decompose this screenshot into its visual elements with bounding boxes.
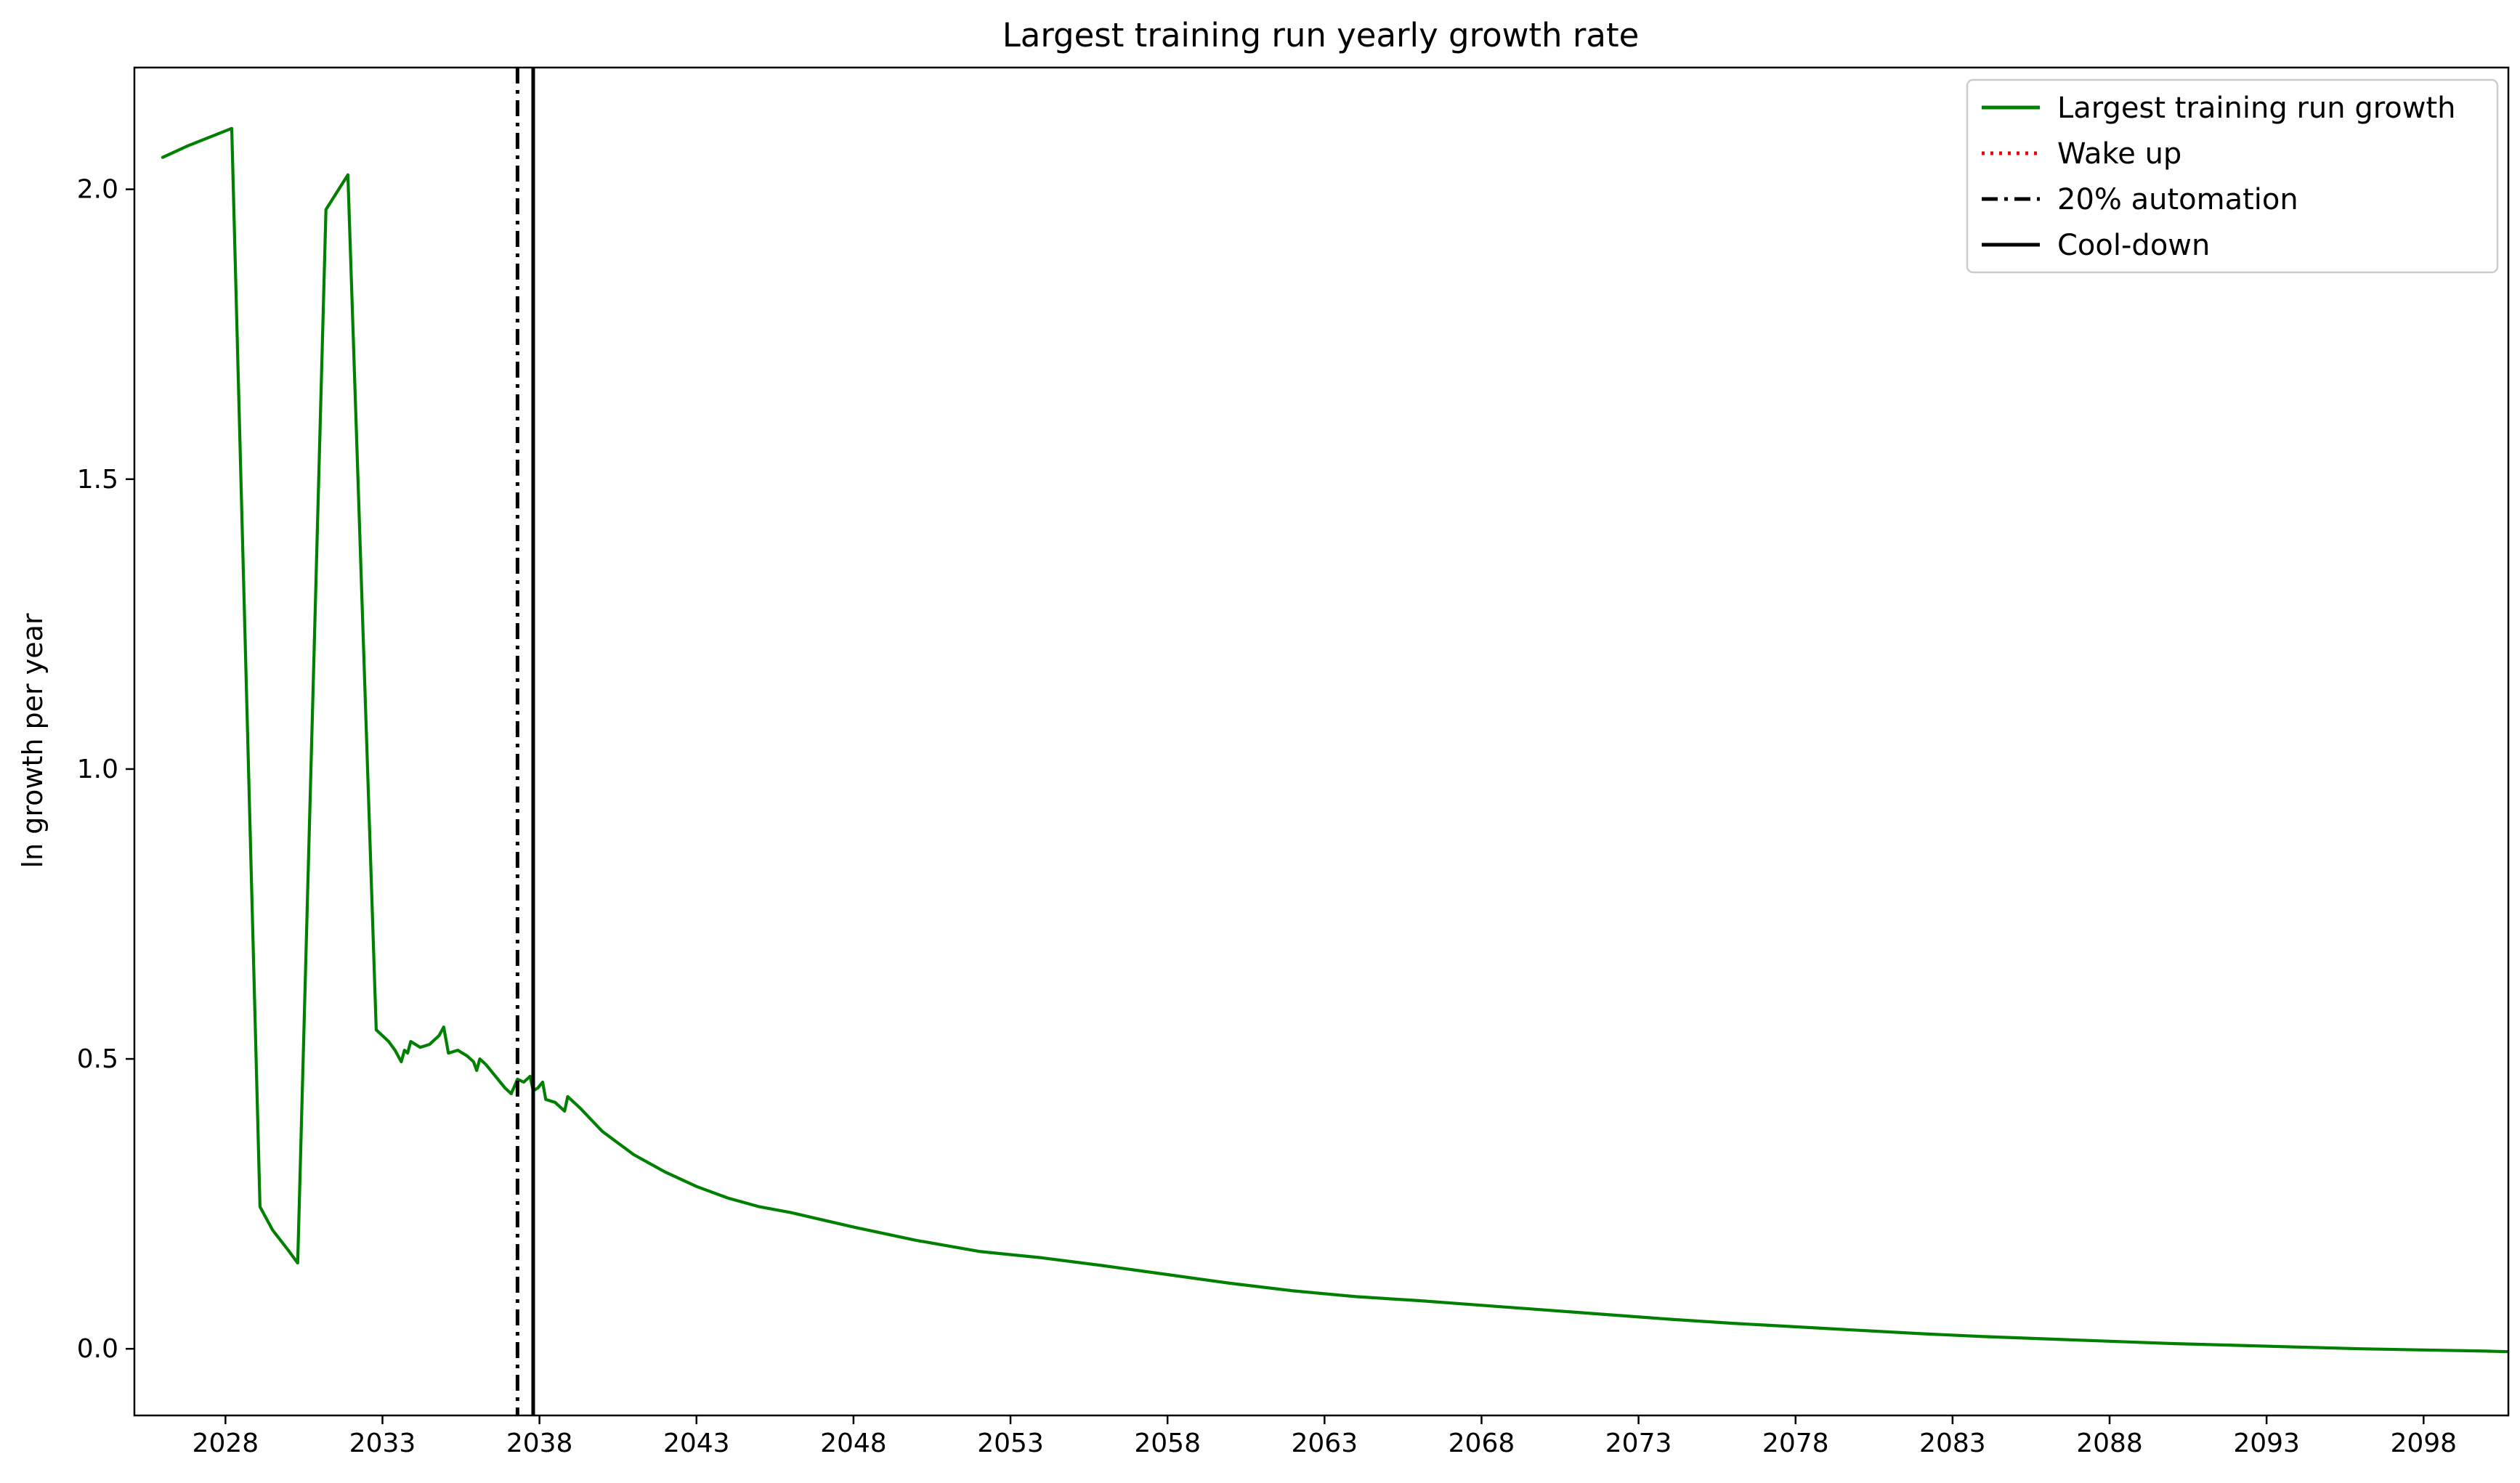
y-tick-label: 1.5	[77, 465, 118, 495]
legend-item-training-run-growth-label: Largest training run growth	[2057, 92, 2456, 125]
x-tick-label: 2068	[1449, 1429, 1515, 1458]
marker-lines-layer	[515, 68, 535, 1415]
x-axis: 2028 2033 2038 2043 2048 2053 2058 2063 2068 2073…	[193, 1415, 2457, 1458]
plot-area-frame	[133, 66, 2510, 1417]
x-tick-label: 2058	[1134, 1429, 1201, 1458]
y-axis-title: ln growth per year	[17, 613, 49, 868]
x-tick-label: 2088	[2076, 1429, 2143, 1458]
x-tick-label: 2038	[506, 1429, 573, 1458]
legend: Largest training run growth Wake up 20% au…	[1966, 78, 2499, 274]
series-layer	[161, 126, 2508, 1354]
x-tick-label: 2098	[2390, 1429, 2457, 1458]
x-tick-label: 2083	[1919, 1429, 1986, 1458]
x-tick-label: 2043	[663, 1429, 730, 1458]
y-axis: 0.0 0.5 1.0 1.5 2.0	[77, 175, 134, 1364]
x-tick-label: 2073	[1605, 1429, 1672, 1458]
y-tick-label: 2.0	[77, 175, 118, 205]
legend-item-cool-down-label: Cool-down	[2057, 229, 2210, 262]
legend-item-20-automation-label: 20% automation	[2057, 183, 2298, 216]
x-tick-label: 2048	[820, 1429, 887, 1458]
chart-title: Largest training run yearly growth rate	[1002, 16, 1640, 54]
x-tick-label: 2078	[1762, 1429, 1829, 1458]
y-tick-label: 1.0	[77, 755, 118, 784]
y-tick-label: 0.5	[77, 1044, 118, 1074]
x-tick-label: 2053	[977, 1429, 1044, 1458]
legend-box	[1966, 78, 2499, 274]
legend-item-wake-up-label: Wake up	[2057, 137, 2181, 171]
x-tick-label: 2093	[2233, 1429, 2300, 1458]
x-tick-label: 2033	[349, 1429, 416, 1458]
x-tick-label: 2028	[193, 1429, 259, 1458]
series-line-largest-training-run-growth	[161, 126, 2508, 1354]
y-tick-label: 0.0	[77, 1334, 118, 1364]
x-tick-label: 2063	[1292, 1429, 1358, 1458]
